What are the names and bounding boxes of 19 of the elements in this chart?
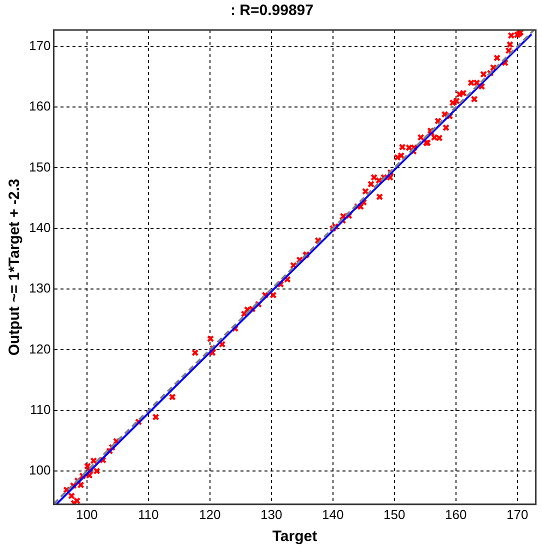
y-tick-label: 160 — [28, 98, 51, 114]
y-tick-label: 140 — [28, 220, 51, 235]
x-axis-title: Target — [272, 528, 318, 546]
x-tick-label: 170 — [506, 506, 528, 522]
y-axis-title: Output ~= 1*Target + -2.3 — [6, 178, 24, 356]
y-tick-label: 120 — [28, 341, 51, 356]
y-tick-label: 170 — [28, 38, 51, 53]
y-tick-label: 130 — [28, 280, 51, 296]
x-tick-label: 100 — [76, 506, 98, 522]
x-tick-label: 160 — [445, 506, 467, 522]
x-tick-label: 150 — [384, 506, 406, 522]
x-tick-label: 130 — [260, 506, 282, 522]
y-tick-label: 100 — [28, 462, 51, 478]
x-tick-label: 140 — [322, 506, 344, 522]
x-tick-label: 120 — [199, 506, 221, 522]
y-tick-label: 150 — [28, 159, 51, 174]
y-tick-label: 110 — [30, 402, 51, 417]
chart-title: : R=0.99897 — [230, 2, 314, 20]
x-tick-label: 110 — [138, 506, 159, 522]
